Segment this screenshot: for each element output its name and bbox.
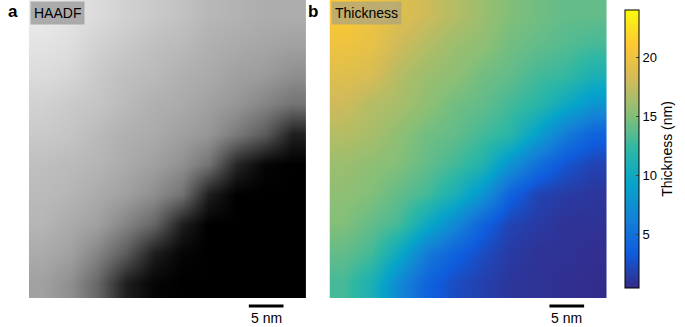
svg-text:Thickness (nm): Thickness (nm)	[659, 101, 675, 197]
svg-text:5: 5	[643, 227, 650, 242]
svg-text:15: 15	[643, 109, 657, 124]
svg-text:b: b	[308, 2, 318, 21]
svg-text:5 nm: 5 nm	[251, 310, 282, 326]
svg-text:10: 10	[643, 168, 657, 183]
svg-text:HAADF: HAADF	[34, 5, 81, 21]
svg-text:Thickness: Thickness	[335, 5, 398, 21]
svg-text:20: 20	[643, 50, 657, 65]
svg-text:a: a	[8, 2, 18, 21]
svg-text:5 nm: 5 nm	[551, 310, 582, 326]
